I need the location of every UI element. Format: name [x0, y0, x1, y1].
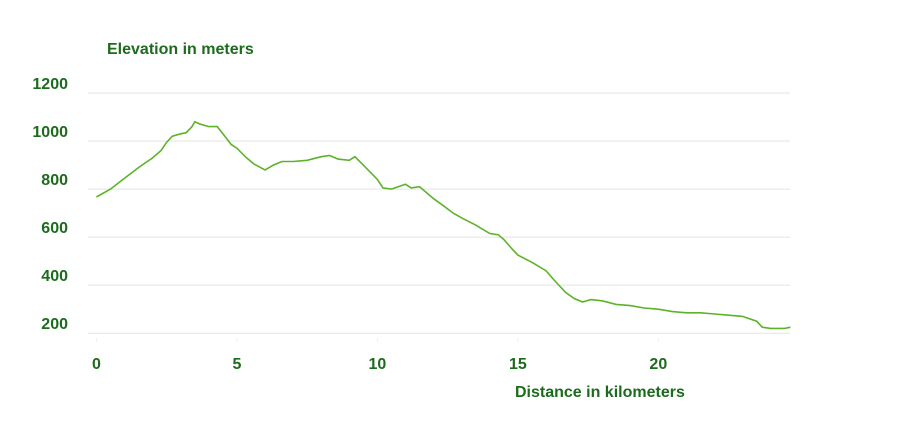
x-tick-label: 10 [368, 356, 386, 373]
x-tick-label: 20 [649, 356, 667, 373]
y-tick-label: 200 [41, 316, 68, 333]
x-tick-label: 15 [509, 356, 527, 373]
x-axis-label: Distance in kilometers [515, 384, 685, 401]
y-tick-label: 400 [41, 268, 68, 285]
x-tick-label: 0 [92, 356, 101, 373]
y-tick-label: 800 [41, 172, 68, 189]
x-tick-label: 5 [232, 356, 241, 373]
chart-title: Elevation in meters [107, 41, 254, 58]
y-tick-label: 600 [41, 220, 68, 237]
y-tick-label: 1200 [32, 76, 68, 93]
y-tick-label: 1000 [32, 124, 68, 141]
elevation-line [96, 120, 791, 330]
